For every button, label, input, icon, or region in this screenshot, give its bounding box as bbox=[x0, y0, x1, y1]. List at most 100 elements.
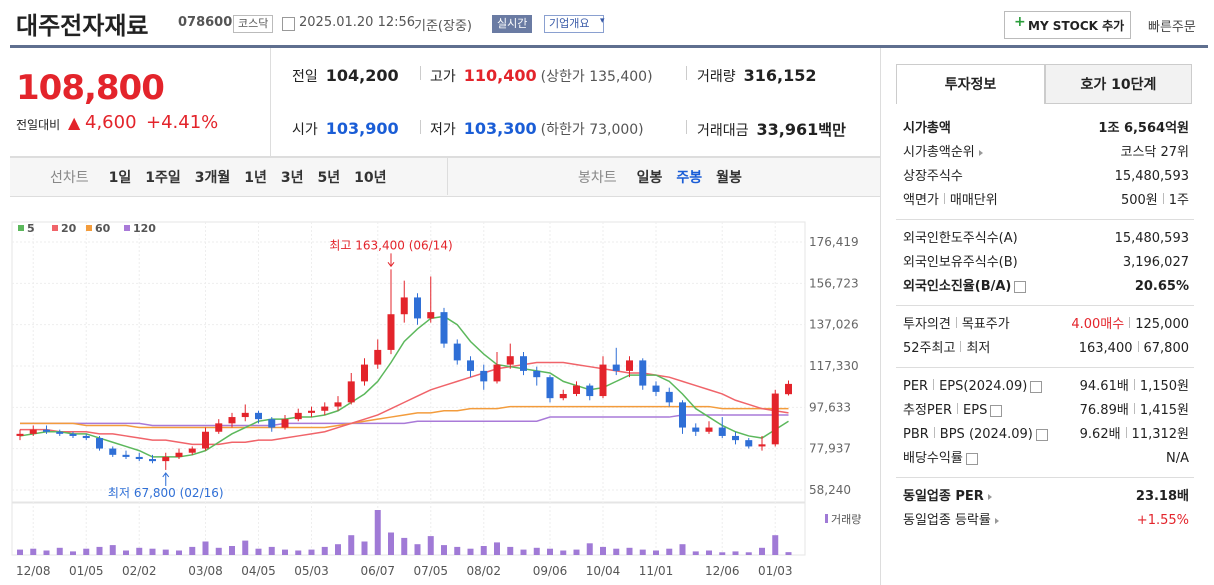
mystock-button[interactable]: MY STOCK 추가 bbox=[1028, 19, 1125, 33]
period-tab[interactable]: 1주일 bbox=[145, 170, 181, 186]
label-text: 외국인보유주식수(B) bbox=[903, 255, 1018, 270]
info-value: 코스닥 27위 bbox=[1120, 143, 1189, 163]
candle-body bbox=[268, 419, 276, 428]
info-value: 4.00매수 125,000 bbox=[1071, 315, 1189, 335]
divider bbox=[420, 66, 421, 80]
volume-bar bbox=[348, 535, 355, 555]
candle-body bbox=[69, 433, 77, 436]
label-text: 액면가 bbox=[903, 193, 939, 208]
volume-bar bbox=[242, 540, 249, 555]
separator bbox=[933, 427, 935, 438]
volume-bar bbox=[454, 546, 461, 555]
quick-order[interactable]: 빠른주문 bbox=[1148, 20, 1196, 35]
price-box bbox=[10, 48, 880, 157]
candle-body bbox=[480, 370, 488, 382]
change-label: 전일대비 bbox=[16, 118, 61, 132]
info-row: 동일업종 PER 23.18배 bbox=[903, 487, 1189, 507]
market-badge: 코스닥 bbox=[233, 15, 274, 33]
period-tab[interactable]: 3년 bbox=[280, 170, 304, 186]
candle-body bbox=[612, 364, 620, 371]
volume-bar bbox=[759, 547, 765, 555]
x-tick-label: 01/03 bbox=[758, 564, 793, 578]
candle-body bbox=[546, 377, 554, 399]
volume-bar bbox=[785, 552, 792, 555]
value-text: 76.89배 bbox=[1079, 403, 1129, 418]
info-row: 52주최고 최저 163,400 67,800 bbox=[903, 339, 1189, 359]
candle-body bbox=[387, 314, 395, 350]
arrow-icon bbox=[994, 517, 999, 524]
candle-body bbox=[414, 297, 421, 319]
x-tick-label: 03/08 bbox=[188, 564, 223, 578]
candle-tab[interactable]: 일봉 bbox=[636, 170, 663, 186]
info-row: 추정PER EPS 76.89배 1,415원 bbox=[903, 401, 1189, 421]
panel-tab[interactable]: 호가 10단계 bbox=[1045, 64, 1192, 104]
info-row: 시가총액 1조 6,564억원 bbox=[903, 119, 1189, 139]
quote-value: 110,400 bbox=[463, 66, 537, 85]
info-value: 163,400 67,800 bbox=[1079, 339, 1189, 359]
quote-value: 103,300 bbox=[463, 119, 537, 138]
volume-bar bbox=[745, 552, 752, 555]
quote-label: 거래량 bbox=[697, 69, 736, 85]
period-tab[interactable]: 1년 bbox=[244, 170, 267, 186]
period-tab[interactable]: 10년 bbox=[354, 170, 387, 186]
period-tab[interactable]: 3개월 bbox=[194, 170, 231, 186]
value-text: N/A bbox=[1166, 451, 1189, 466]
candle-body bbox=[202, 431, 209, 449]
info-value: 15,480,593 bbox=[1115, 167, 1189, 187]
datetime: 2025.01.20 12:56 bbox=[299, 15, 416, 30]
candle-body bbox=[718, 427, 726, 436]
quote-value: 316,152 bbox=[743, 66, 817, 85]
period-tab[interactable]: 1일 bbox=[108, 170, 132, 186]
info-value: 76.89배 1,415원 bbox=[1080, 401, 1189, 421]
candle-body bbox=[43, 429, 50, 432]
legend-label: 20 bbox=[61, 222, 77, 235]
quote-value: 33,961 bbox=[756, 120, 819, 139]
volume-bar bbox=[626, 547, 633, 555]
info-row: 외국인소진율(B/A) 20.65% bbox=[903, 277, 1189, 297]
label-text: 외국인한도주식수(A) bbox=[903, 231, 1018, 246]
header-rule bbox=[10, 45, 1208, 48]
value-text: +1.55% bbox=[1136, 513, 1189, 528]
volume-bar bbox=[30, 548, 37, 555]
panel-tab[interactable]: 투자정보 bbox=[896, 64, 1045, 104]
volume-bar bbox=[600, 546, 606, 555]
info-value: N/A bbox=[1166, 449, 1189, 469]
volume-bar bbox=[361, 541, 368, 555]
info-label: 상장주식수 bbox=[903, 167, 963, 187]
info-label: 투자의견 목표주가 bbox=[903, 315, 1010, 335]
volume-bar bbox=[586, 543, 593, 555]
volume-bar bbox=[414, 544, 421, 555]
basis: 기준(장중) bbox=[414, 19, 472, 34]
volume-bar bbox=[653, 550, 659, 555]
candle-body bbox=[758, 444, 766, 447]
info-label: 시가총액순위 bbox=[903, 143, 983, 163]
candle-tab[interactable]: 월봉 bbox=[716, 170, 742, 186]
label-text: 투자의견 bbox=[903, 317, 951, 332]
candle-body bbox=[16, 433, 24, 436]
volume-bar bbox=[56, 547, 63, 555]
info-row: 상장주식수 15,480,593 bbox=[903, 167, 1189, 187]
quote-label: 전일 bbox=[292, 69, 318, 85]
info-label: 추정PER EPS bbox=[903, 401, 1003, 421]
candle-tab[interactable]: 주봉 bbox=[676, 170, 703, 186]
mystock-button-frame[interactable] bbox=[1004, 11, 1131, 39]
label-text: 시가총액순위 bbox=[903, 145, 975, 160]
x-tick-label: 12/08 bbox=[16, 564, 51, 578]
volume-bar bbox=[719, 552, 726, 555]
legend-label: 5 bbox=[27, 222, 35, 235]
info-label: 외국인소진율(B/A) bbox=[903, 277, 1027, 297]
candle-body bbox=[586, 385, 594, 397]
overview-button[interactable]: 기업개요 bbox=[544, 15, 605, 33]
quote-item: 거래대금 33,961 백만 bbox=[697, 119, 846, 140]
period-tab[interactable]: 5년 bbox=[317, 170, 341, 186]
value-text: 코스닥 27위 bbox=[1120, 145, 1189, 160]
quote-note: (상한가 135,400) bbox=[540, 69, 653, 85]
volume-bar bbox=[679, 544, 686, 555]
help-icon bbox=[965, 452, 978, 465]
volume-frame bbox=[11, 502, 806, 556]
divider bbox=[270, 48, 271, 156]
info-row: 동일업종 등락률 +1.55% bbox=[903, 511, 1189, 531]
volume-bar bbox=[189, 546, 196, 555]
legend-swatch bbox=[18, 225, 24, 231]
